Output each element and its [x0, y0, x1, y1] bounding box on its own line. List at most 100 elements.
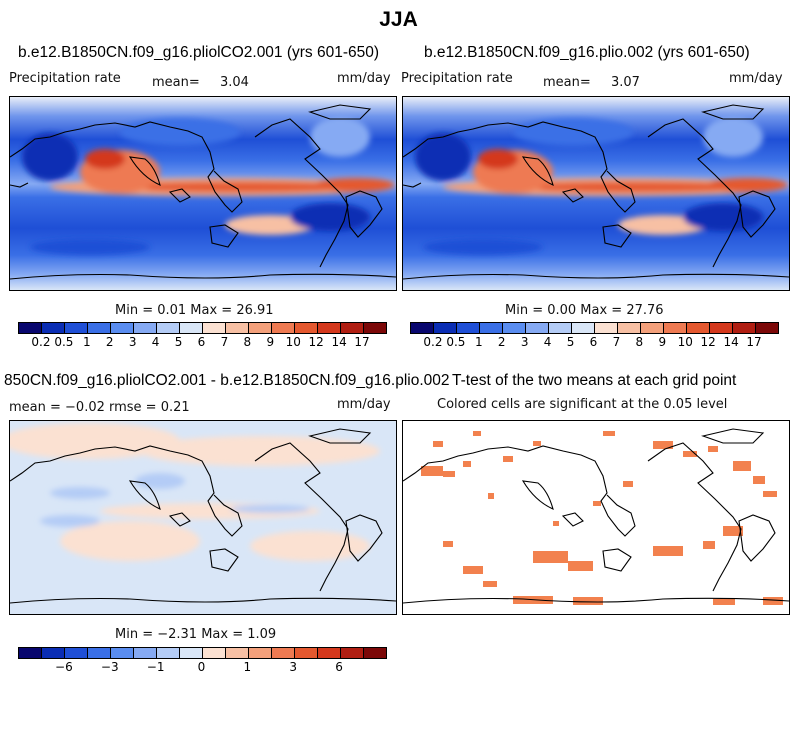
colorbar-tick-label: −6: [55, 660, 73, 674]
colorbar-tick-label: 2: [105, 335, 114, 349]
colorbar-cell: [42, 323, 65, 333]
panel3-colorbar: [18, 647, 387, 659]
colorbar-tick-label: 3: [520, 335, 529, 349]
colorbar-cell: [526, 323, 549, 333]
colorbar-cell: [180, 648, 203, 658]
panel3-title: 850CN.f09_g16.pliolCO2.001 - b.e12.B1850…: [4, 372, 450, 389]
colorbar-cell: [411, 323, 434, 333]
colorbar-tick-label: 1: [82, 335, 91, 349]
colorbar-cell: [111, 323, 134, 333]
colorbar-cell: [687, 323, 710, 333]
colorbar-cell: [295, 648, 318, 658]
significance-map-graphic: [403, 421, 789, 614]
colorbar-cell: [572, 323, 595, 333]
colorbar-cell: [249, 648, 272, 658]
colorbar-tick-label: 14: [723, 335, 739, 349]
colorbar-tick-label: 8: [243, 335, 252, 349]
colorbar-tick-label: −1: [146, 660, 165, 674]
precip-map-graphic: [10, 97, 396, 290]
colorbar-tick-label: 1: [243, 660, 252, 674]
colorbar-tick-label: 6: [197, 335, 206, 349]
colorbar-cell: [157, 648, 180, 658]
colorbar-tick-label: 8: [635, 335, 644, 349]
colorbar-cell: [134, 323, 157, 333]
colorbar-cell: [503, 323, 526, 333]
panel1-minmax: Min = 0.01 Max = 26.91: [115, 303, 274, 318]
colorbar-cell: [341, 323, 364, 333]
colorbar-tick-label: 9: [266, 335, 275, 349]
colorbar-cell: [480, 323, 503, 333]
colorbar-tick-label: 9: [658, 335, 667, 349]
colorbar-cell: [295, 323, 318, 333]
colorbar-cell: [203, 323, 226, 333]
colorbar-cell: [618, 323, 641, 333]
colorbar-tick-label: 12: [308, 335, 324, 349]
panel4-caption: Colored cells are significant at the 0.0…: [437, 397, 728, 412]
colorbar-cell: [664, 323, 687, 333]
colorbar-cell: [341, 648, 364, 658]
colorbar-tick-label: 10: [677, 335, 693, 349]
panel1-variable-label: Precipitation rate: [9, 71, 121, 86]
colorbar-cell: [272, 323, 295, 333]
colorbar-cell: [733, 323, 756, 333]
colorbar-tick-label: 14: [331, 335, 347, 349]
panel3-stats: mean = −0.02 rmse = 0.21: [9, 400, 190, 415]
figure-title: JJA: [379, 8, 418, 31]
colorbar-cell: [364, 323, 386, 333]
colorbar-cell: [226, 648, 249, 658]
colorbar-tick-label: 6: [589, 335, 598, 349]
colorbar-tick-label: 4: [543, 335, 552, 349]
colorbar-tick-label: 7: [612, 335, 621, 349]
colorbar-cell: [65, 323, 88, 333]
colorbar-cell: [42, 648, 65, 658]
panel2-minmax: Min = 0.00 Max = 27.76: [505, 303, 664, 318]
panel4-significance-map: [402, 420, 790, 615]
colorbar-tick-label: 17: [746, 335, 762, 349]
colorbar-cell: [203, 648, 226, 658]
panel1-colorbar: [18, 322, 387, 334]
colorbar-tick-label: 17: [354, 335, 370, 349]
panel1-units: mm/day: [337, 71, 391, 86]
colorbar-tick-label: 0.5: [446, 335, 466, 349]
colorbar-cell: [457, 323, 480, 333]
colorbar-cell: [65, 648, 88, 658]
panel3-difference-map: [9, 420, 397, 615]
colorbar-cell: [364, 648, 386, 658]
panel1-title: b.e12.B1850CN.f09_g16.pliolCO2.001 (yrs …: [18, 44, 380, 61]
colorbar-tick-label: 0: [197, 660, 206, 674]
colorbar-tick-label: −3: [100, 660, 119, 674]
colorbar-tick-label: 3: [289, 660, 298, 674]
colorbar-cell: [318, 323, 341, 333]
colorbar-tick-label: 6: [335, 660, 343, 674]
panel2-title: b.e12.B1850CN.f09_g16.plio.002 (yrs 601-…: [424, 44, 750, 61]
colorbar-cell: [19, 323, 42, 333]
colorbar-cell: [88, 648, 111, 658]
colorbar-tick-label: 2: [497, 335, 506, 349]
panel2-colorbar: [410, 322, 779, 334]
precip-map-graphic: [403, 97, 789, 290]
panel2-mean-value: 3.07: [611, 75, 640, 90]
difference-map-graphic: [10, 421, 396, 614]
colorbar-tick-label: 0.2: [423, 335, 443, 349]
panel1-mean-label: mean=: [152, 75, 200, 90]
colorbar-tick-label: 0.2: [31, 335, 51, 349]
colorbar-tick-label: 4: [151, 335, 160, 349]
colorbar-cell: [272, 648, 295, 658]
panel1-mean-value: 3.04: [220, 75, 249, 90]
panel4-title: T-test of the two means at each grid poi…: [452, 372, 737, 389]
colorbar-tick-label: 3: [128, 335, 137, 349]
panel2-variable-label: Precipitation rate: [401, 71, 513, 86]
colorbar-tick-label: 5: [566, 335, 575, 349]
colorbar-cell: [249, 323, 272, 333]
colorbar-tick-label: 10: [285, 335, 301, 349]
panel3-minmax: Min = −2.31 Max = 1.09: [115, 627, 277, 642]
colorbar-cell: [180, 323, 203, 333]
colorbar-tick-label: 5: [174, 335, 183, 349]
colorbar-cell: [434, 323, 457, 333]
colorbar-cell: [19, 648, 42, 658]
colorbar-tick-label: 12: [700, 335, 716, 349]
colorbar-cell: [549, 323, 572, 333]
colorbar-cell: [641, 323, 664, 333]
panel1-precip-map: [9, 96, 397, 291]
colorbar-cell: [318, 648, 341, 658]
